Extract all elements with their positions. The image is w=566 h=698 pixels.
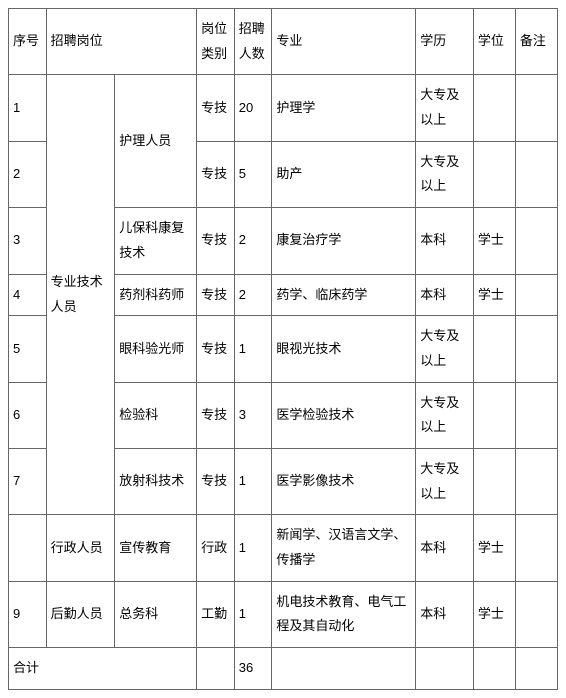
cell-cnt: 1 [234, 515, 272, 581]
col-education: 学历 [416, 9, 474, 75]
col-major: 专业 [272, 9, 416, 75]
cell-cnt: 1 [234, 316, 272, 382]
total-blank-cat [197, 648, 235, 690]
subgroup-optometry: 眼科验光师 [115, 316, 197, 382]
cell-note [515, 316, 557, 382]
cell-idx [9, 515, 47, 581]
cell-major: 护理学 [272, 75, 416, 141]
col-note: 备注 [515, 9, 557, 75]
table-row: 1 专业技术人员 护理人员 专技 20 护理学 大专及以上 [9, 75, 558, 141]
total-blank-note [515, 648, 557, 690]
subgroup-general: 总务科 [115, 581, 197, 647]
cell-idx: 9 [9, 581, 47, 647]
cell-deg: 学士 [473, 515, 515, 581]
cell-cnt: 2 [234, 208, 272, 274]
cell-idx: 3 [9, 208, 47, 274]
cell-note [515, 448, 557, 514]
cell-cat: 专技 [197, 141, 235, 207]
cell-edu: 本科 [416, 515, 474, 581]
cell-edu: 大专及以上 [416, 141, 474, 207]
cell-major: 助产 [272, 141, 416, 207]
cell-deg: 学士 [473, 208, 515, 274]
cell-note [515, 515, 557, 581]
subgroup-pharmacy: 药剂科药师 [115, 274, 197, 316]
cell-note [515, 581, 557, 647]
cell-cnt: 3 [234, 382, 272, 448]
cell-note [515, 274, 557, 316]
cell-cat: 专技 [197, 316, 235, 382]
cell-cnt: 5 [234, 141, 272, 207]
cell-cat: 专技 [197, 75, 235, 141]
cell-cat: 工勤 [197, 581, 235, 647]
recruitment-table: 序号 招聘岗位 岗位类别 招聘人数 专业 学历 学位 备注 1 专业技术人员 护… [8, 8, 558, 690]
table-row: 行政人员 宣传教育 行政 1 新闻学、汉语言文学、传播学 本科 学士 [9, 515, 558, 581]
total-row: 合计 36 [9, 648, 558, 690]
cell-idx: 6 [9, 382, 47, 448]
subgroup-child-rehab: 儿保科康复技术 [115, 208, 197, 274]
cell-deg: 学士 [473, 274, 515, 316]
cell-edu: 本科 [416, 581, 474, 647]
table-row: 9 后勤人员 总务科 工勤 1 机电技术教育、电气工程及其自动化 本科 学士 [9, 581, 558, 647]
cell-idx: 5 [9, 316, 47, 382]
cell-major: 医学检验技术 [272, 382, 416, 448]
subgroup-radiology: 放射科技术 [115, 448, 197, 514]
total-count: 36 [234, 648, 272, 690]
cell-edu: 大专及以上 [416, 75, 474, 141]
cell-idx: 2 [9, 141, 47, 207]
subgroup-publicity: 宣传教育 [115, 515, 197, 581]
cell-cnt: 1 [234, 448, 272, 514]
cell-cat: 行政 [197, 515, 235, 581]
cell-note [515, 382, 557, 448]
total-label: 合计 [9, 648, 197, 690]
col-position: 招聘岗位 [46, 9, 197, 75]
cell-cat: 专技 [197, 448, 235, 514]
cell-deg [473, 141, 515, 207]
cell-cnt: 2 [234, 274, 272, 316]
cell-edu: 本科 [416, 208, 474, 274]
subgroup-lab: 检验科 [115, 382, 197, 448]
cell-cat: 专技 [197, 208, 235, 274]
group-admin: 行政人员 [46, 515, 115, 581]
col-category: 岗位类别 [197, 9, 235, 75]
cell-deg [473, 448, 515, 514]
cell-major: 新闻学、汉语言文学、传播学 [272, 515, 416, 581]
total-blank-edu [416, 648, 474, 690]
col-degree: 学位 [473, 9, 515, 75]
cell-cat: 专技 [197, 382, 235, 448]
cell-cat: 专技 [197, 274, 235, 316]
cell-edu: 大专及以上 [416, 316, 474, 382]
total-blank-major [272, 648, 416, 690]
cell-deg: 学士 [473, 581, 515, 647]
cell-note [515, 75, 557, 141]
cell-edu: 大专及以上 [416, 448, 474, 514]
cell-deg [473, 75, 515, 141]
cell-deg [473, 382, 515, 448]
cell-idx: 7 [9, 448, 47, 514]
cell-major: 药学、临床药学 [272, 274, 416, 316]
cell-deg [473, 316, 515, 382]
header-row: 序号 招聘岗位 岗位类别 招聘人数 专业 学历 学位 备注 [9, 9, 558, 75]
total-blank-deg [473, 648, 515, 690]
cell-major: 机电技术教育、电气工程及其自动化 [272, 581, 416, 647]
cell-major: 眼视光技术 [272, 316, 416, 382]
col-index: 序号 [9, 9, 47, 75]
col-count: 招聘人数 [234, 9, 272, 75]
cell-idx: 4 [9, 274, 47, 316]
cell-major: 医学影像技术 [272, 448, 416, 514]
cell-idx: 1 [9, 75, 47, 141]
group-professional: 专业技术人员 [46, 75, 115, 515]
cell-edu: 大专及以上 [416, 382, 474, 448]
cell-note [515, 208, 557, 274]
cell-cnt: 1 [234, 581, 272, 647]
subgroup-nursing: 护理人员 [115, 75, 197, 208]
cell-note [515, 141, 557, 207]
group-logistics: 后勤人员 [46, 581, 115, 647]
cell-cnt: 20 [234, 75, 272, 141]
cell-major: 康复治疗学 [272, 208, 416, 274]
cell-edu: 本科 [416, 274, 474, 316]
